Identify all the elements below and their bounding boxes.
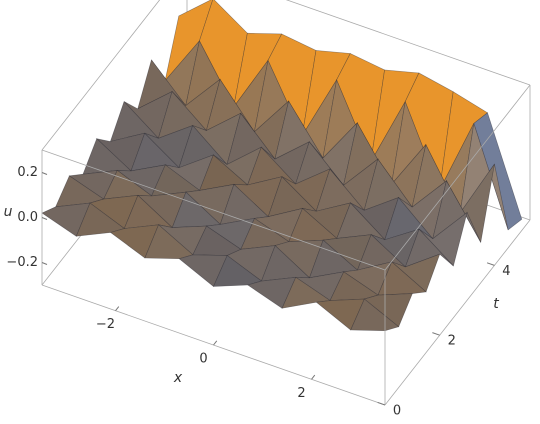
box-edge: [384, 219, 531, 406]
x-tick: [115, 306, 120, 312]
t-tick-label: 0: [393, 404, 401, 419]
u-tick: [41, 217, 48, 220]
u-tick-label: 0.2: [17, 165, 38, 180]
x-tick: [213, 340, 218, 346]
u-axis-label: u: [4, 204, 13, 220]
t-tick: [377, 401, 386, 406]
t-tick-label: 4: [502, 264, 510, 279]
x-axis-label: x: [173, 370, 183, 386]
x-tick-label: −2: [96, 317, 115, 332]
surface-patch: [350, 298, 400, 332]
u-tick-label: −0.2: [6, 255, 38, 270]
u-tick: [41, 262, 48, 265]
box-edge: [285, 0, 531, 86]
box-front: −2 0 2 0 2 4 −0.2 0.0 0.2: [6, 84, 531, 419]
u-tick: [41, 172, 48, 175]
t-tick-label: 2: [448, 334, 456, 349]
box-edge: [41, 149, 386, 271]
t-tick: [432, 332, 440, 336]
t-tick: [486, 262, 495, 266]
box-edge: [384, 84, 531, 271]
u-tick-label: 0.0: [17, 210, 38, 225]
surface: [41, 0, 523, 332]
x-tick-label: 2: [297, 386, 305, 401]
x-tick-label: 0: [199, 352, 207, 367]
t-axis-label: t: [493, 296, 499, 312]
x-tick: [311, 374, 316, 380]
box-edge: [41, 0, 161, 151]
